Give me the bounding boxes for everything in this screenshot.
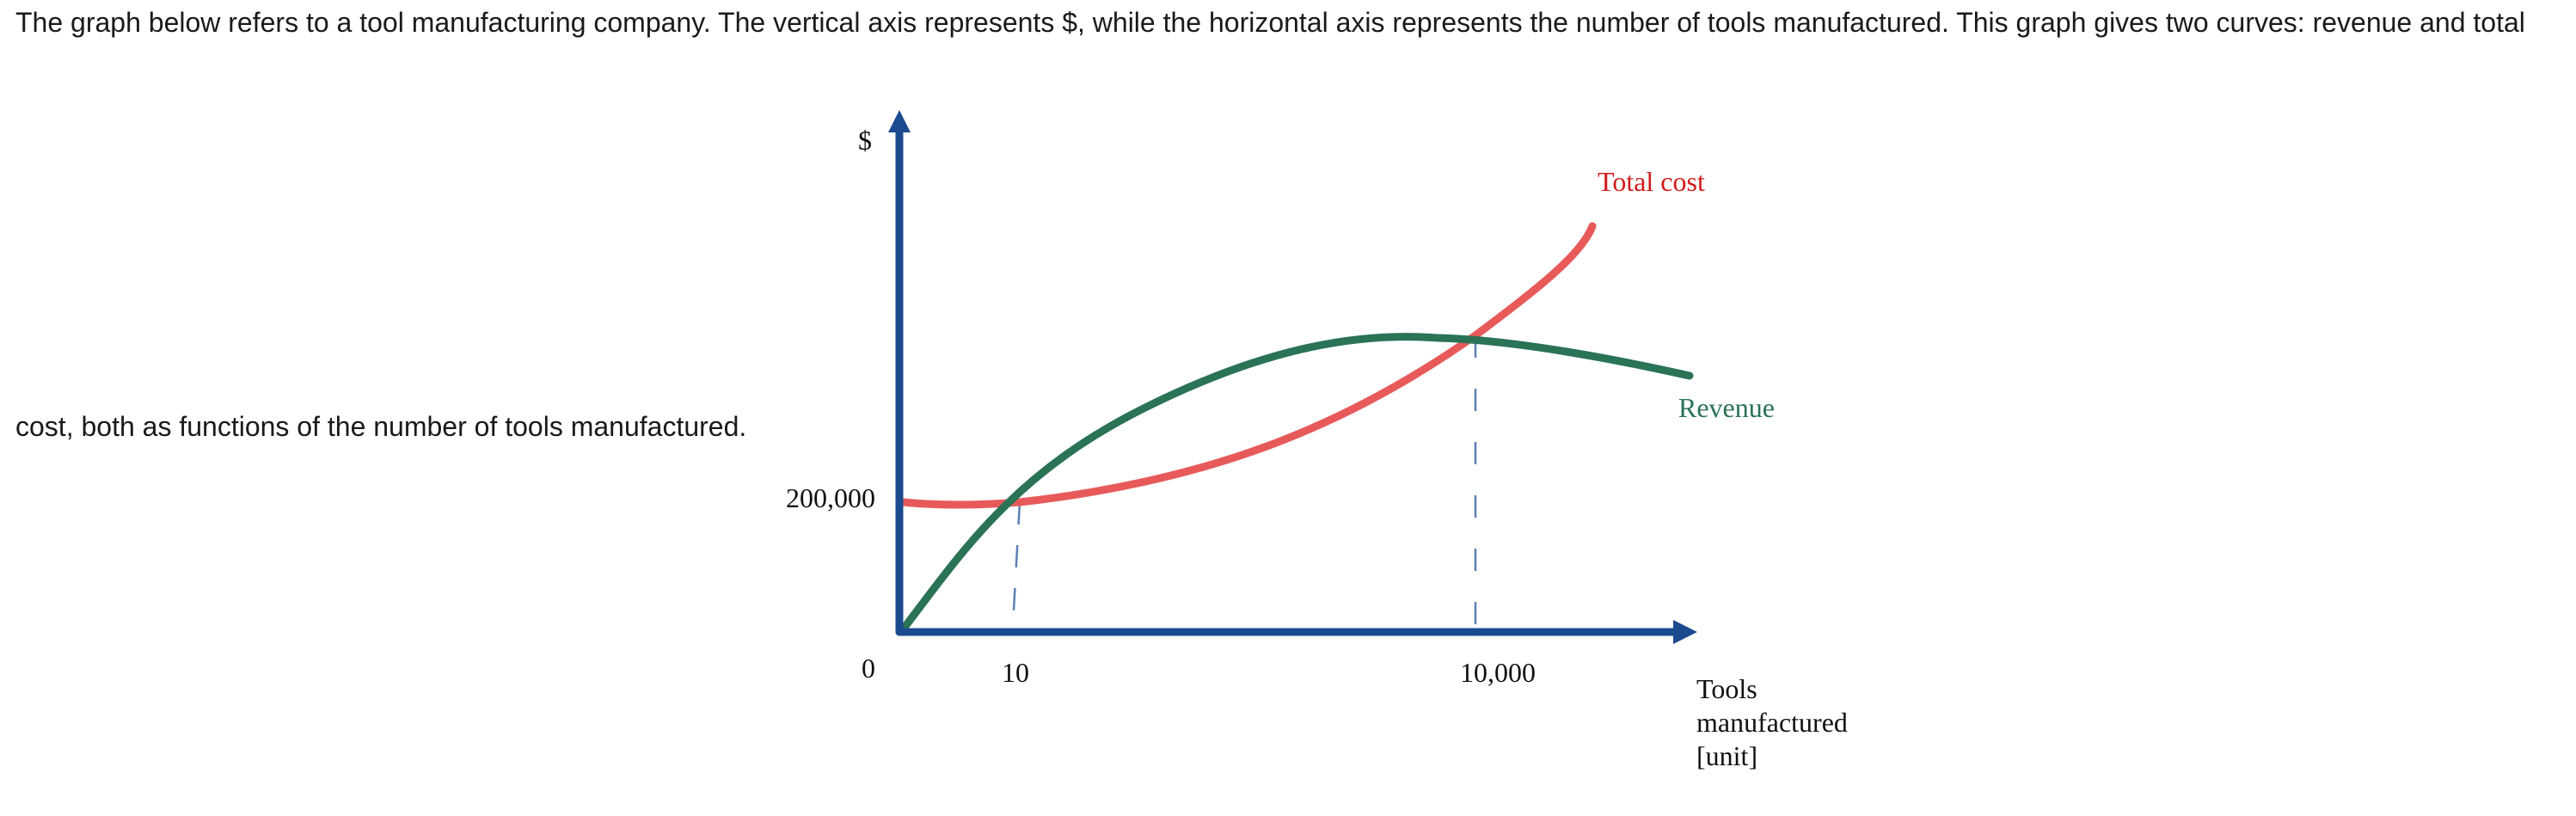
y-axis-label: $ [858, 125, 872, 156]
question-text-line-2: cost, both as functions of the number of… [15, 411, 747, 442]
x-axis-label-line-1: Tools [1696, 673, 1757, 704]
question-text-line-1: The graph below refers to a tool manufac… [15, 7, 2525, 38]
y-axis-arrowhead [888, 110, 911, 132]
revenue-curve [897, 333, 1694, 636]
total-cost-curve [899, 222, 1597, 509]
revenue-label: Revenue [1678, 392, 1775, 423]
x-axis-label-line-3: [unit] [1696, 740, 1757, 771]
x-axis-label-line-2: manufactured [1696, 707, 1848, 738]
x-axis-arrowhead [1673, 620, 1697, 644]
y-tick-label-200000: 200,000 [786, 482, 875, 513]
x-tick-label-0: 0 [862, 653, 875, 684]
guide-line-x10 [1011, 501, 1021, 627]
x-tick-label-10: 10 [1002, 657, 1029, 688]
x-tick-label-10000: 10,000 [1460, 657, 1536, 688]
total-cost-label: Total cost [1598, 166, 1705, 197]
